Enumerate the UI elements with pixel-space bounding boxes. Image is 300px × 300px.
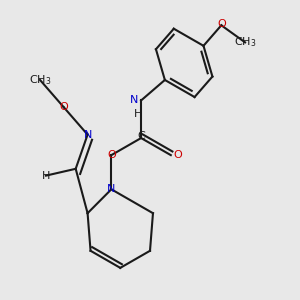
Text: CH$_3$: CH$_3$ (29, 73, 51, 87)
Text: O: O (217, 19, 226, 28)
Text: N: N (107, 184, 116, 194)
Text: H: H (134, 109, 142, 119)
Text: CH$_3$: CH$_3$ (234, 35, 256, 49)
Text: O: O (174, 150, 182, 160)
Text: H: H (42, 171, 50, 181)
Text: O: O (107, 150, 116, 160)
Text: N: N (83, 130, 92, 140)
Text: N: N (130, 95, 138, 106)
Text: C: C (137, 131, 145, 141)
Text: O: O (59, 102, 68, 112)
